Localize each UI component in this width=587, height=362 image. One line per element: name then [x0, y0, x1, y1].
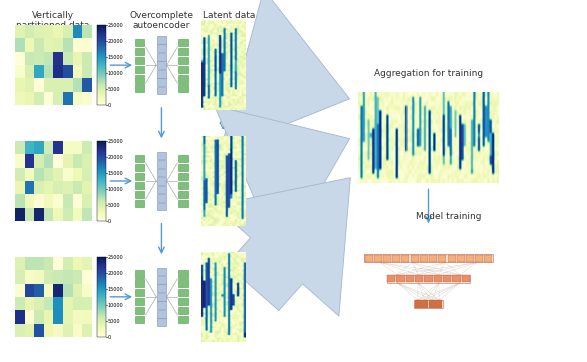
FancyBboxPatch shape [178, 279, 188, 287]
FancyBboxPatch shape [157, 36, 166, 43]
FancyBboxPatch shape [135, 155, 144, 162]
FancyBboxPatch shape [178, 173, 188, 180]
FancyBboxPatch shape [178, 66, 188, 73]
FancyBboxPatch shape [135, 75, 144, 83]
FancyBboxPatch shape [402, 255, 410, 262]
Text: A: A [21, 88, 28, 98]
FancyBboxPatch shape [135, 298, 144, 305]
Text: Vertically
partitioned data: Vertically partitioned data [16, 11, 89, 30]
FancyBboxPatch shape [178, 75, 188, 83]
FancyBboxPatch shape [396, 275, 404, 282]
FancyBboxPatch shape [178, 155, 188, 162]
FancyBboxPatch shape [374, 255, 382, 262]
FancyBboxPatch shape [157, 53, 166, 60]
FancyBboxPatch shape [453, 275, 461, 282]
FancyBboxPatch shape [415, 300, 428, 308]
Text: A': A' [212, 82, 222, 92]
Text: Latent data: Latent data [203, 11, 255, 20]
FancyBboxPatch shape [411, 255, 419, 262]
FancyBboxPatch shape [135, 66, 144, 73]
FancyBboxPatch shape [457, 255, 465, 262]
FancyBboxPatch shape [484, 255, 492, 262]
FancyBboxPatch shape [178, 84, 188, 92]
FancyBboxPatch shape [135, 182, 144, 189]
FancyBboxPatch shape [178, 191, 188, 198]
FancyBboxPatch shape [157, 70, 166, 77]
FancyBboxPatch shape [424, 275, 433, 282]
FancyBboxPatch shape [462, 275, 470, 282]
FancyBboxPatch shape [365, 255, 373, 262]
FancyBboxPatch shape [135, 173, 144, 180]
FancyBboxPatch shape [135, 164, 144, 171]
Text: B: B [21, 203, 28, 214]
FancyBboxPatch shape [157, 319, 166, 326]
FancyBboxPatch shape [447, 255, 456, 262]
FancyBboxPatch shape [178, 48, 188, 55]
FancyBboxPatch shape [434, 275, 442, 282]
Text: C': C' [471, 167, 480, 176]
FancyBboxPatch shape [157, 194, 166, 202]
FancyBboxPatch shape [387, 275, 395, 282]
FancyBboxPatch shape [135, 200, 144, 207]
FancyBboxPatch shape [135, 270, 144, 278]
FancyBboxPatch shape [429, 255, 437, 262]
FancyBboxPatch shape [135, 84, 144, 92]
FancyBboxPatch shape [178, 289, 188, 296]
FancyBboxPatch shape [135, 57, 144, 64]
FancyBboxPatch shape [178, 307, 188, 314]
FancyBboxPatch shape [135, 39, 144, 46]
FancyBboxPatch shape [178, 298, 188, 305]
FancyBboxPatch shape [383, 255, 391, 262]
FancyBboxPatch shape [157, 152, 166, 159]
FancyBboxPatch shape [157, 276, 166, 284]
FancyBboxPatch shape [157, 302, 166, 309]
FancyBboxPatch shape [438, 255, 446, 262]
FancyBboxPatch shape [178, 182, 188, 189]
FancyBboxPatch shape [178, 57, 188, 64]
Text: C: C [21, 319, 28, 329]
FancyBboxPatch shape [135, 191, 144, 198]
FancyBboxPatch shape [157, 87, 166, 94]
FancyBboxPatch shape [466, 255, 474, 262]
FancyBboxPatch shape [178, 316, 188, 323]
FancyBboxPatch shape [420, 255, 428, 262]
FancyBboxPatch shape [178, 39, 188, 46]
Text: B': B' [212, 198, 222, 208]
FancyBboxPatch shape [443, 275, 451, 282]
Text: C': C' [212, 314, 222, 324]
FancyBboxPatch shape [429, 300, 442, 308]
FancyBboxPatch shape [475, 255, 483, 262]
FancyBboxPatch shape [135, 279, 144, 287]
FancyBboxPatch shape [135, 48, 144, 55]
FancyBboxPatch shape [392, 255, 400, 262]
FancyBboxPatch shape [135, 307, 144, 314]
FancyBboxPatch shape [157, 44, 166, 52]
FancyBboxPatch shape [157, 268, 166, 275]
FancyBboxPatch shape [157, 177, 166, 185]
FancyBboxPatch shape [157, 61, 166, 69]
FancyBboxPatch shape [157, 293, 166, 301]
FancyBboxPatch shape [135, 289, 144, 296]
FancyBboxPatch shape [157, 160, 166, 168]
Text: A': A' [377, 167, 386, 176]
FancyBboxPatch shape [135, 316, 144, 323]
FancyBboxPatch shape [178, 270, 188, 278]
FancyBboxPatch shape [157, 78, 166, 86]
FancyBboxPatch shape [178, 200, 188, 207]
Text: Overcomplete
autoencoder: Overcomplete autoencoder [129, 11, 194, 30]
FancyBboxPatch shape [157, 169, 166, 176]
FancyBboxPatch shape [415, 275, 423, 282]
FancyBboxPatch shape [157, 203, 166, 210]
FancyBboxPatch shape [157, 186, 166, 193]
FancyBboxPatch shape [178, 164, 188, 171]
FancyBboxPatch shape [406, 275, 414, 282]
FancyBboxPatch shape [157, 285, 166, 292]
Text: Aggregation for training: Aggregation for training [374, 69, 483, 78]
Text: B': B' [424, 167, 433, 176]
FancyBboxPatch shape [157, 310, 166, 318]
Text: Model training: Model training [416, 212, 482, 221]
